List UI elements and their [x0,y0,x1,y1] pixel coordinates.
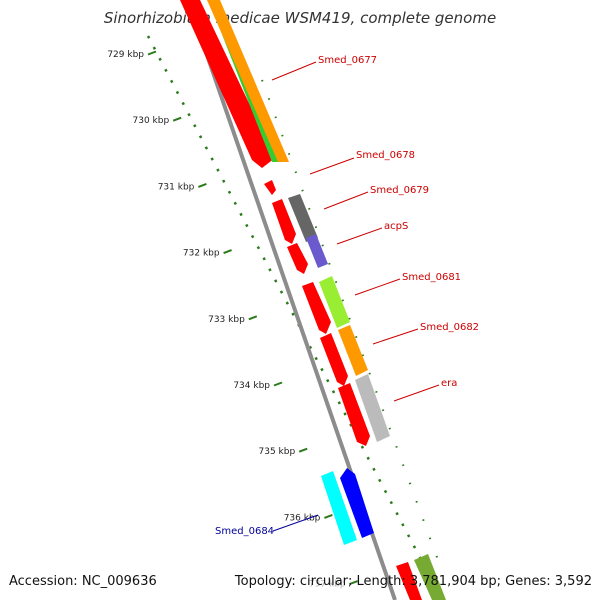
scale-tick-label: 731 kbp [158,182,195,192]
scale-tick-label: 734 kbp [233,381,270,391]
cds-feature-top-orange [207,0,289,162]
scale-tick-mark [298,447,308,453]
cds-feature-smed-0684-blue [340,468,374,538]
callout-line-smed-0678 [309,157,355,175]
scale-tick-label: 736 kbp [284,513,321,523]
cds-feature-smed-0678 [264,180,276,195]
scale-tick-mark [172,116,182,122]
callout-line-smed-0677 [271,61,317,81]
cds-feature-smed-0682-red [320,333,348,386]
scale-tick-label: 729 kbp [107,50,144,60]
scale-tick-label: 733 kbp [208,315,245,325]
cds-feature-era-gray [355,374,390,442]
cds-feature-smed-0681-red [302,282,331,334]
scale-tick-label: 732 kbp [183,249,220,259]
cds-feature-smed-0682-orange [338,325,368,376]
gene-label-smed-0681: Smed_0681 [402,272,461,283]
cds-feature-smed-0679-gray [288,194,318,242]
cds-feature-top-red [180,0,275,168]
scale-tick-mark [198,182,207,188]
gene-label-era: era [441,378,457,389]
callout-line-smed-0682 [372,328,419,345]
cds-feature-smed-0679-red [272,199,296,244]
scale-tick-mark [147,50,157,56]
scale-tick-mark [223,249,232,255]
callout-line-era [393,384,440,402]
cds-feature-smed-0684-cyan [321,471,357,545]
scale-tick-label: 730 kbp [133,116,170,126]
gene-label-smed-0682: Smed_0682 [420,322,479,333]
scale-tick-mark [248,315,258,321]
cds-feature-smed-0681-green [319,276,350,328]
callout-line-smed-0679 [323,191,369,210]
callout-line-smed-0681 [354,278,401,296]
cds-feature-acps-red [287,243,308,274]
scale-tick-label: 735 kbp [259,447,296,457]
cds-feature-acps-purple [306,234,328,268]
scale-tick-label: 737 kbp [309,580,346,590]
scale-tick-mark [273,381,283,387]
scale-tick-mark [349,580,358,586]
cds-feature-bottom-olive [414,554,446,600]
callout-line-acps [336,227,383,245]
scale-tick-mark [324,513,333,519]
genome-stats-text: Topology: circular; Length: 3,781,904 bp… [234,574,592,589]
gene-label-acps: acpS [384,221,408,232]
scale-ticks: 729 kbp 730 kbp 731 kbp 732 kbp 733 kbp 734 k… [107,50,358,590]
gene-label-smed-0679: Smed_0679 [370,185,429,196]
scale-dotted-line [146,35,442,597]
cds-feature-bottom-red [396,562,422,600]
callout-line-smed-0684 [272,514,319,532]
gene-label-smed-0684: Smed_0684 [215,526,274,537]
gene-label-smed-0677: Smed_0677 [318,55,377,66]
cds-feature-era-red [338,383,370,446]
gene-label-smed-0678: Smed_0678 [356,150,415,161]
accession-text: Accession: NC_009636 [9,574,157,589]
